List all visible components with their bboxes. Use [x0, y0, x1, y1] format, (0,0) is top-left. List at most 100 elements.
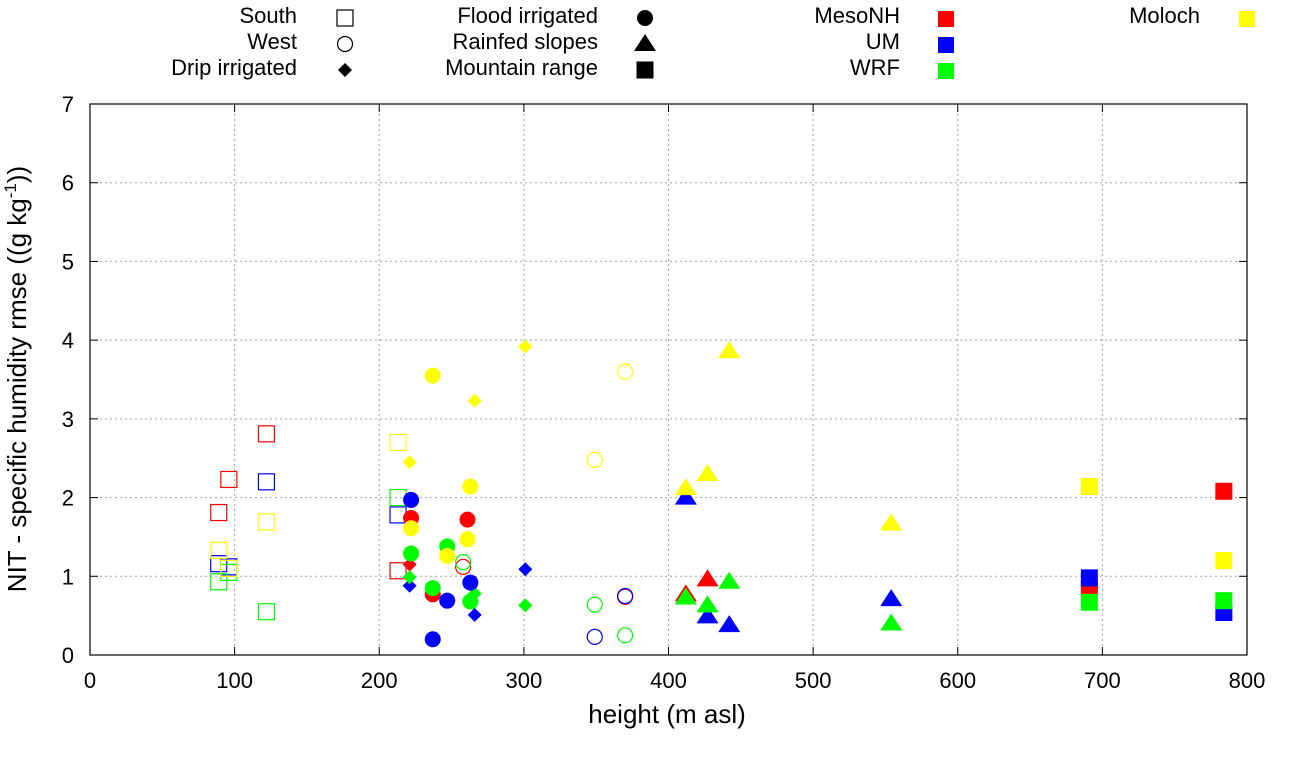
x-tick-label: 500	[795, 668, 832, 693]
y-axis-title-superscript: -1	[1, 183, 20, 198]
y-tick-label: 2	[62, 486, 74, 511]
data-point-flood-irrigated-moloch	[403, 520, 420, 537]
data-point-south-mesonh	[210, 503, 228, 522]
data-point-south-um	[210, 555, 228, 573]
legend-label: Mountain range	[445, 55, 598, 80]
data-point-flood-irrigated-wrf	[462, 593, 479, 610]
data-point-drip-irrigated-moloch	[467, 393, 482, 408]
y-tick-label: 6	[62, 171, 74, 196]
legend-label: South	[240, 3, 298, 28]
data-point-west-wrf	[586, 596, 603, 613]
data-point-rainfed-slopes-wrf	[674, 587, 697, 605]
data-point-west-mesonh	[455, 558, 472, 575]
data-point-south-mesonh	[257, 425, 276, 443]
data-point-flood-irrigated-moloch	[459, 531, 476, 548]
data-point-rainfed-slopes-wrf	[880, 613, 903, 631]
data-point-rainfed-slopes-um	[718, 615, 741, 633]
legend-label: MesoNH	[814, 3, 900, 28]
data-point-drip-irrigated-wrf	[518, 598, 533, 613]
x-axis-title: height (m asl)	[588, 699, 746, 729]
x-tick-label: 400	[650, 668, 687, 693]
y-tick-label: 0	[62, 643, 74, 668]
x-tick-label: 200	[361, 668, 398, 693]
y-axis-title-main: NIT - specific humidity rmse ((g kg	[2, 198, 32, 592]
y-tick-label: 7	[62, 92, 74, 117]
data-point-rainfed-slopes-wrf	[696, 595, 719, 613]
data-point-south-moloch	[220, 559, 238, 578]
legend-color-swatch	[938, 37, 954, 53]
data-point-south-um	[257, 473, 276, 491]
data-point-drip-irrigated-um	[402, 578, 417, 593]
data-point-south-mesonh	[220, 470, 238, 489]
data-point-drip-irrigated-um	[467, 607, 482, 622]
data-point-flood-irrigated-moloch	[439, 547, 456, 564]
data-point-west-moloch	[586, 451, 603, 468]
y-tick-label: 5	[62, 249, 74, 274]
data-point-south-mesonh	[389, 562, 407, 580]
data-point-drip-irrigated-um	[518, 562, 533, 577]
x-tick-label: 700	[1084, 668, 1121, 693]
x-tick-label: 0	[84, 668, 96, 693]
legend-marker-circle-open	[336, 35, 354, 53]
data-point-south-wrf	[257, 603, 276, 621]
data-point-rainfed-slopes-mesonh	[696, 569, 719, 587]
data-point-drip-irrigated-moloch	[402, 455, 417, 470]
x-tick-label: 800	[1229, 668, 1266, 693]
data-point-flood-irrigated-wrf	[424, 580, 441, 597]
legend-marker-square-open	[336, 9, 354, 27]
data-point-west-um	[586, 628, 603, 645]
legend-label: Drip irrigated	[171, 55, 297, 80]
data-point-flood-irrigated-moloch	[462, 478, 479, 495]
data-point-rainfed-slopes-wrf	[718, 571, 741, 589]
y-tick-label: 4	[62, 328, 74, 353]
data-point-flood-irrigated-um	[462, 574, 479, 591]
data-point-south-wrf	[220, 563, 238, 581]
legend-color-swatch	[938, 63, 954, 79]
data-point-rainfed-slopes-moloch	[718, 341, 741, 359]
legend-marker-circle	[637, 10, 653, 26]
data-point-west-um	[617, 587, 634, 605]
data-point-rainfed-slopes-moloch	[880, 513, 903, 531]
grid-lines	[90, 104, 1247, 655]
y-axis-title-end: ))	[2, 166, 32, 183]
data-point-mountain-range-wrf	[1215, 592, 1233, 610]
data-points	[210, 339, 1233, 648]
legend-label: Rainfed slopes	[452, 29, 598, 54]
data-point-west-wrf	[455, 554, 472, 571]
legend-label: West	[247, 29, 297, 54]
x-tick-label: 600	[939, 668, 976, 693]
data-point-drip-irrigated-wrf	[402, 570, 417, 585]
data-point-mountain-range-moloch	[1215, 552, 1233, 570]
data-point-south-wrf	[210, 573, 228, 591]
y-tick-label: 1	[62, 564, 74, 589]
legend-marker-square	[636, 61, 654, 79]
data-point-south-moloch	[210, 541, 228, 559]
data-point-rainfed-slopes-moloch	[674, 478, 697, 496]
legend-marker-triangle	[634, 34, 656, 51]
data-point-mountain-range-um	[1080, 569, 1098, 587]
data-point-south-moloch	[389, 433, 407, 452]
data-point-mountain-range-moloch	[1080, 478, 1098, 496]
data-point-flood-irrigated-moloch	[424, 367, 441, 384]
data-point-flood-irrigated-um	[439, 592, 456, 609]
data-point-rainfed-slopes-um	[674, 487, 697, 505]
x-tick-label: 300	[506, 668, 543, 693]
data-point-flood-irrigated-um	[403, 491, 420, 508]
data-point-rainfed-slopes-um	[696, 606, 719, 624]
legend-label: UM	[866, 29, 900, 54]
legend-color-swatch	[1239, 11, 1255, 27]
data-point-drip-irrigated-moloch	[518, 339, 533, 354]
legend-marker-diamond	[338, 63, 352, 77]
x-tick-label: 100	[216, 668, 253, 693]
data-point-rainfed-slopes-um	[880, 589, 903, 607]
legend-label: WRF	[850, 55, 900, 80]
data-point-south-moloch	[257, 513, 276, 531]
data-point-south-um	[220, 558, 238, 576]
data-point-mountain-range-wrf	[1080, 593, 1098, 611]
axis-ticks: 0 100 200 300 400 500 600 700 800 0 1 2 3 4 5 6 7	[62, 92, 1266, 693]
data-point-flood-irrigated-um	[424, 631, 441, 648]
data-point-flood-irrigated-wrf	[403, 545, 420, 562]
y-tick-label: 3	[62, 407, 74, 432]
